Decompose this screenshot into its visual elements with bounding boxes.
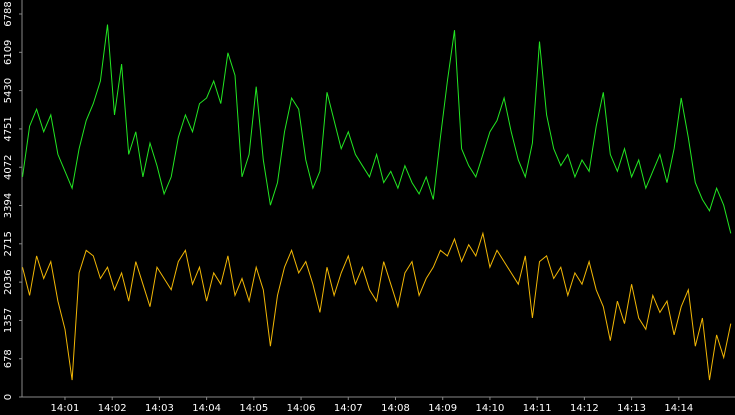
x-tick-label: 14:09 bbox=[428, 403, 457, 414]
x-tick-label: 14:04 bbox=[192, 403, 221, 414]
x-tick-label: 14:12 bbox=[570, 403, 599, 414]
y-tick-label: 4751 bbox=[3, 116, 14, 141]
y-tick-label: 2036 bbox=[3, 269, 14, 294]
y-tick-label: 678 bbox=[3, 349, 14, 368]
x-tick-label: 14:08 bbox=[381, 403, 410, 414]
x-tick-label: 14:06 bbox=[287, 403, 316, 414]
y-tick-label: 0 bbox=[3, 394, 14, 400]
x-tick-label: 14:11 bbox=[523, 403, 552, 414]
series-line bbox=[22, 231, 732, 381]
x-tick-label: 14:10 bbox=[476, 403, 505, 414]
y-tick-label: 6109 bbox=[3, 40, 14, 65]
series-line bbox=[22, 24, 732, 234]
y-tick-label: 6788 bbox=[3, 1, 14, 26]
x-tick-label: 14:01 bbox=[51, 403, 80, 414]
y-tick-label: 4072 bbox=[3, 155, 14, 180]
x-tick-label: 14:14 bbox=[664, 403, 693, 414]
x-tick-label: 14:02 bbox=[98, 403, 127, 414]
x-tick-label: 14:13 bbox=[617, 403, 646, 414]
y-tick-label: 3394 bbox=[3, 193, 14, 218]
y-tick-label: 1357 bbox=[3, 308, 14, 333]
y-tick-label: 5430 bbox=[3, 78, 14, 103]
x-tick-label: 14:03 bbox=[145, 403, 174, 414]
x-tick-label: 14:05 bbox=[239, 403, 268, 414]
x-tick-label: 14:07 bbox=[334, 403, 363, 414]
y-tick-label: 2715 bbox=[3, 231, 14, 256]
